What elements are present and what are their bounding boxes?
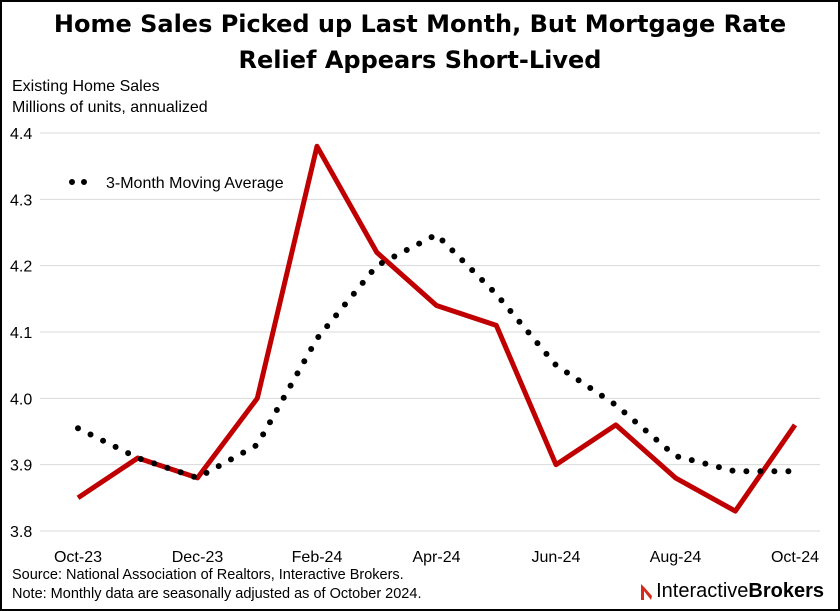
y-tick-label: 4.0 (10, 391, 32, 408)
x-tick-label: Feb-24 (292, 549, 343, 566)
x-tick-label: Jun-24 (532, 549, 581, 566)
footer-note: Note: Monthly data are seasonally adjust… (12, 586, 422, 602)
y-tick-label: 3.8 (10, 524, 32, 541)
interactive-brokers-logo: Interactive Brokers (639, 580, 824, 603)
logo-text-part1: Interactive (656, 580, 749, 602)
y-axis-label-line1: Existing Home Sales (12, 78, 160, 95)
footer-source: Source: National Association of Realtors… (12, 567, 404, 583)
series-line-home-sales (76, 143, 798, 514)
y-tick-label: 4.3 (10, 192, 32, 209)
chart-title-line1: Home Sales Picked up Last Month, But Mor… (53, 10, 787, 38)
y-tick-label: 4.2 (10, 259, 32, 276)
y-axis-label-line2: Millions of units, annualized (12, 99, 208, 116)
x-tick-label: Apr-24 (412, 549, 460, 566)
legend-label-moving-average: 3-Month Moving Average (106, 175, 284, 192)
x-tick-label: Dec-23 (172, 549, 224, 566)
x-tick-label: Oct-24 (771, 549, 819, 566)
x-tick-label: Aug-24 (650, 549, 702, 566)
chart-title: Home Sales Picked up Last Month, But Mor… (0, 6, 840, 78)
y-tick-label: 4.1 (10, 325, 32, 342)
logo-text-part2: Brokers (748, 580, 824, 602)
x-tick-label: Oct-23 (54, 549, 102, 566)
logo-mark-icon (641, 583, 653, 600)
y-tick-label: 4.4 (10, 126, 32, 143)
series-line-moving-average (75, 231, 798, 481)
chart-title-line2: Relief Appears Short-Lived (238, 46, 602, 74)
y-tick-label: 3.9 (10, 458, 32, 475)
